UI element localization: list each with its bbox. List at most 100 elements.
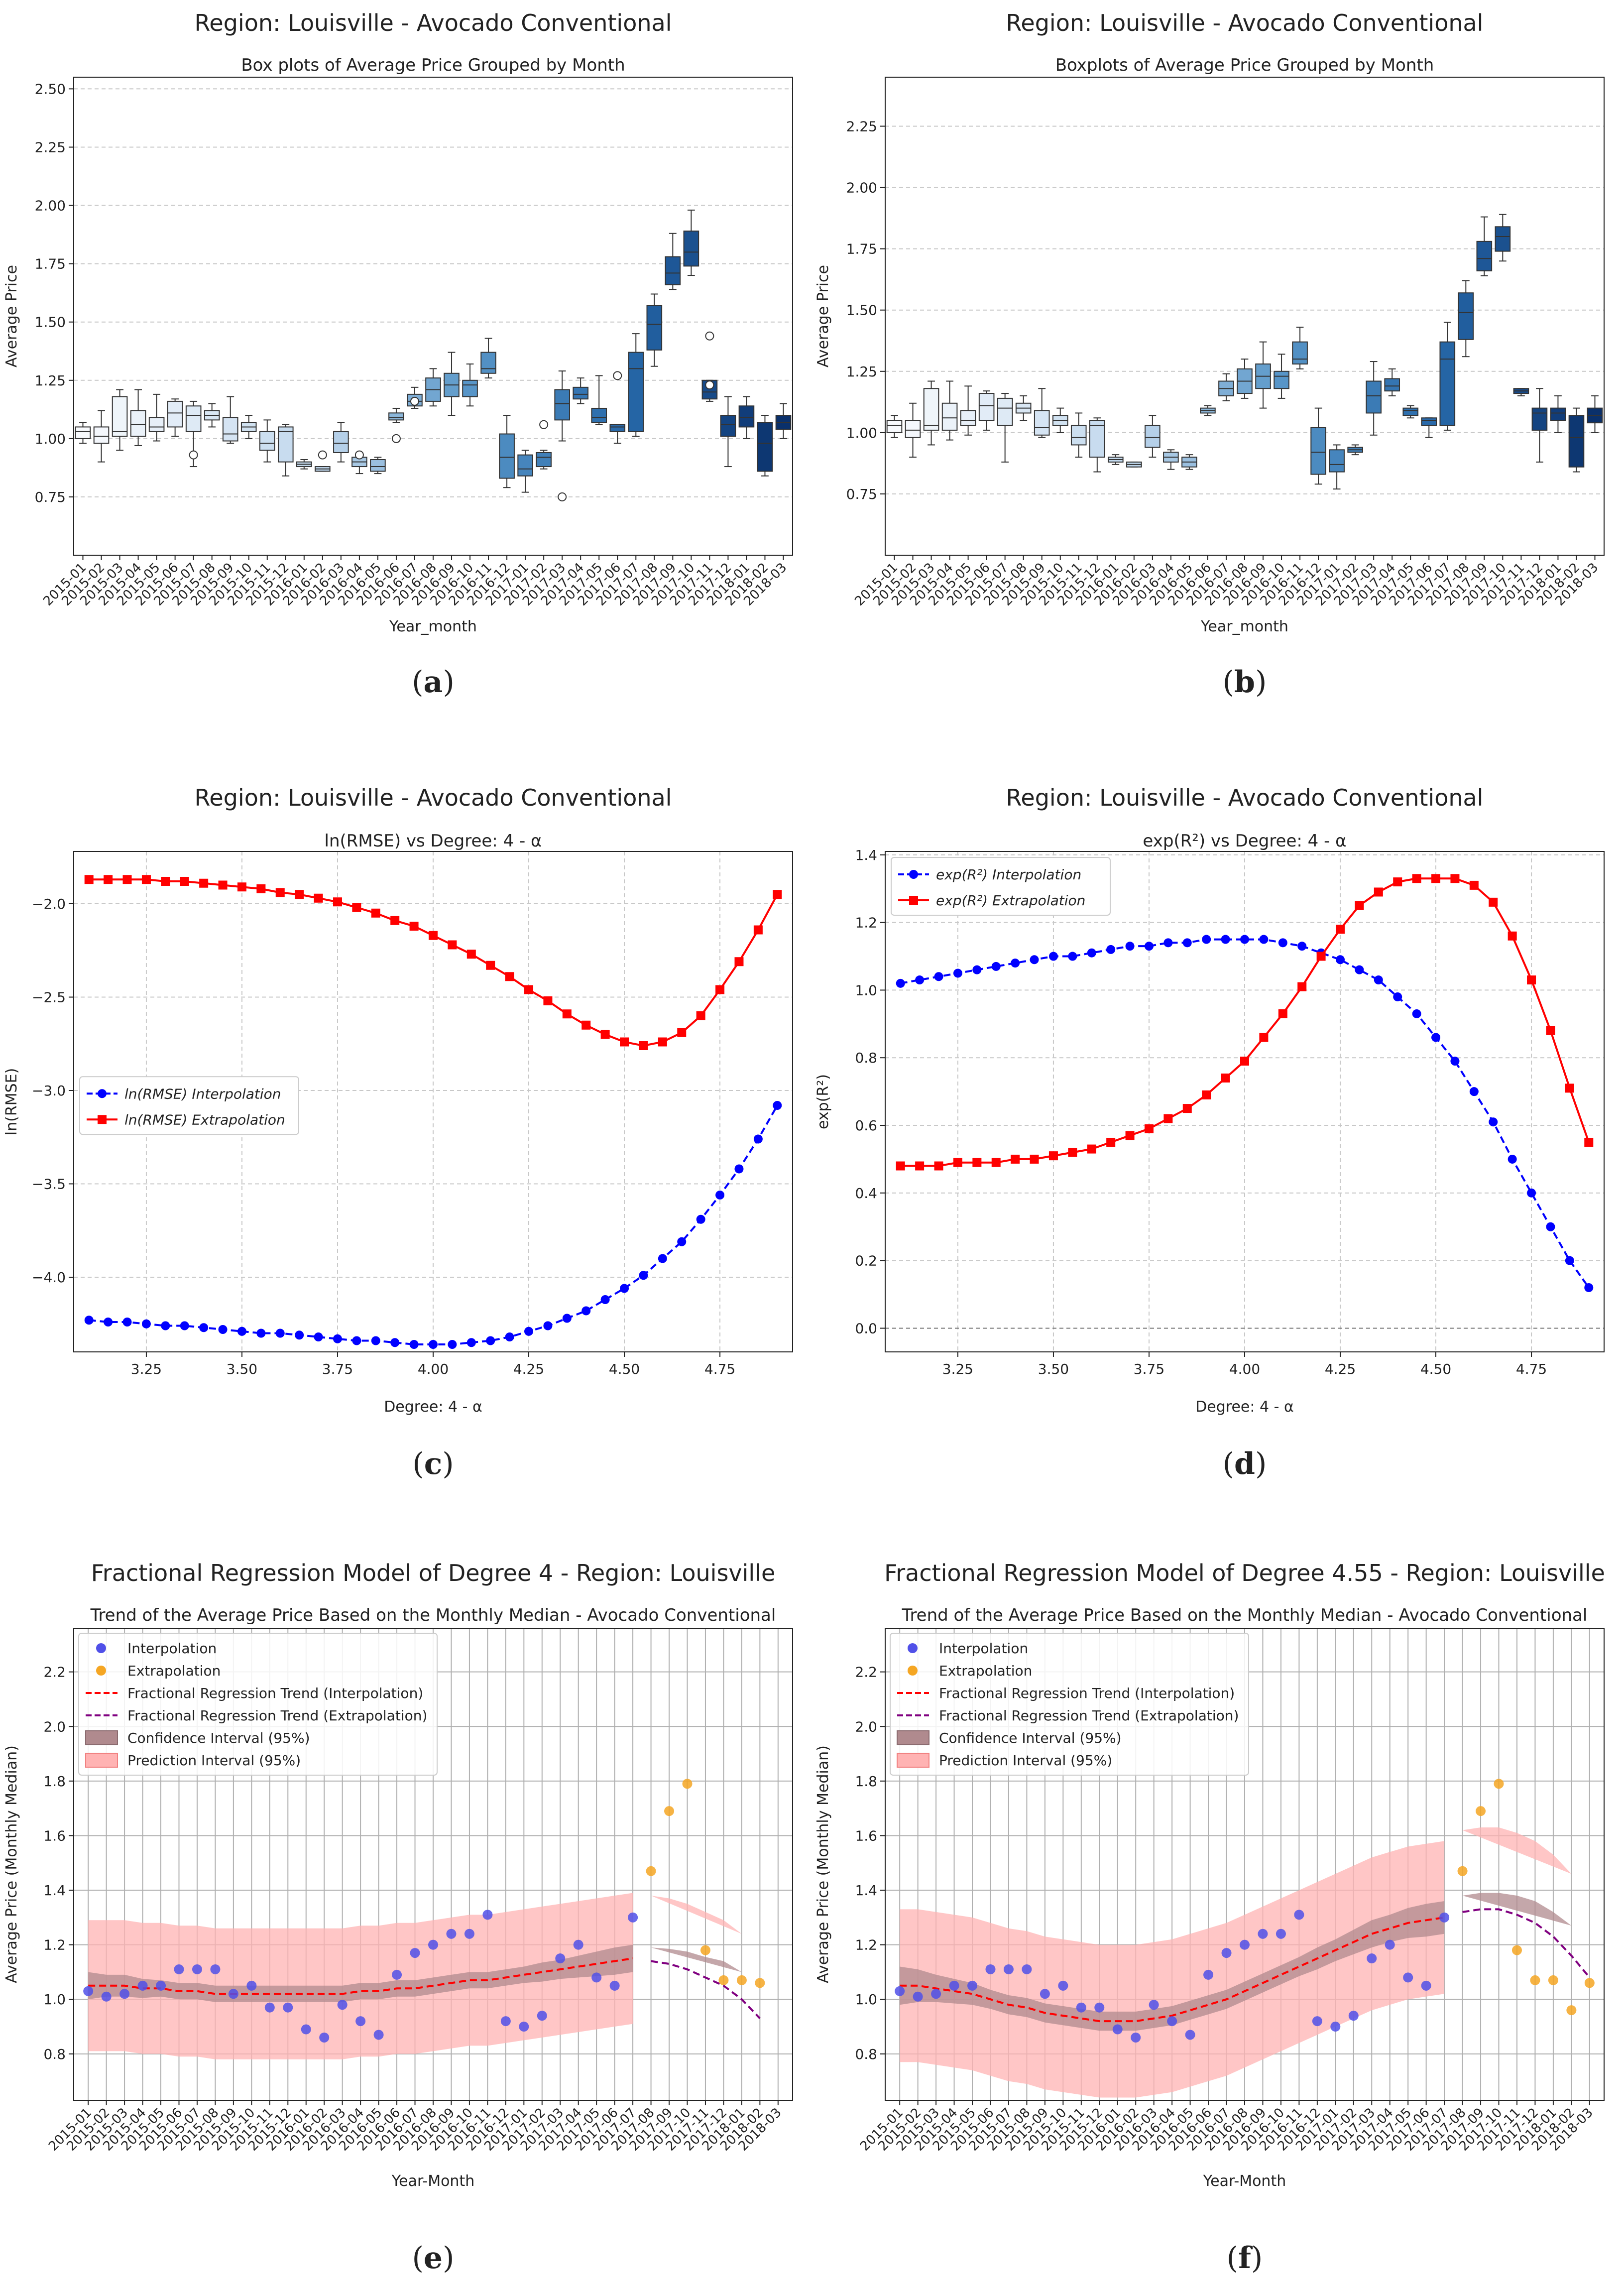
plot-frame: [885, 77, 1605, 556]
interp-point: [1022, 1964, 1032, 1974]
box-iqr: [923, 388, 939, 431]
series-point: [753, 925, 763, 935]
legend-label: Fractional Regression Trend (Extrapolati…: [127, 1707, 427, 1724]
outlier-point: [539, 420, 549, 429]
interp-point: [1403, 1972, 1413, 1983]
interp-point: [1439, 1912, 1450, 1923]
legend-box: [79, 1076, 299, 1135]
box-2015-11: [1070, 412, 1087, 458]
series-point: [371, 1336, 380, 1345]
box-2016-02: [1126, 461, 1142, 468]
legend-label: exp(R²) Interpolation: [936, 866, 1081, 883]
interp-point: [537, 2011, 547, 2021]
extrap-point: [646, 1866, 656, 1876]
interp-point: [1076, 2002, 1086, 2013]
series-point: [199, 878, 209, 888]
box-2015-07: [997, 393, 1013, 463]
box-2016-03: [1145, 415, 1160, 458]
box-2017-05: [591, 375, 607, 425]
box-2015-10: [1052, 407, 1068, 433]
box-2016-11: [480, 338, 496, 379]
series-point: [218, 880, 228, 890]
box-iqr: [93, 426, 110, 444]
series-point: [180, 877, 189, 886]
box-2016-09: [1255, 341, 1271, 409]
series-point: [314, 893, 323, 903]
series-point: [161, 877, 170, 886]
box-iqr: [683, 231, 699, 267]
series-point: [773, 1101, 782, 1110]
series-point: [1336, 925, 1345, 934]
y-tick-label: 1.75: [846, 241, 877, 257]
box-iqr: [148, 417, 165, 432]
series-point: [581, 1306, 591, 1316]
interp-point: [192, 1964, 202, 1974]
confidence-interval-extrap: [651, 1947, 742, 1972]
interp-point: [392, 1969, 402, 1980]
box-iqr: [1458, 292, 1474, 340]
box-2015-06: [167, 398, 183, 437]
series-point: [543, 996, 553, 1005]
interp-point: [1258, 1929, 1268, 1939]
y-tick-label: 2.25: [846, 118, 877, 134]
box-2016-01: [1108, 454, 1124, 465]
x-tick-label: 4.25: [513, 1361, 544, 1377]
box-2015-02: [905, 402, 921, 458]
series-point: [1182, 938, 1192, 948]
series-point: [122, 1318, 132, 1326]
chart-subtitle: Trend of the Average Price Based on the …: [90, 1605, 776, 1625]
series-point: [1011, 1154, 1020, 1164]
box-iqr: [1310, 427, 1326, 475]
series-point: [1221, 1073, 1230, 1083]
series-point: [1508, 931, 1517, 941]
series-point: [1068, 952, 1077, 961]
y-axis-label: Average Price (Monthly Median): [814, 1745, 832, 1983]
interp-point: [464, 1929, 474, 1939]
series-point: [1163, 1114, 1173, 1123]
box-2016-08: [425, 368, 441, 407]
y-tick-label: 2.2: [43, 1664, 66, 1681]
outlier-point: [318, 450, 327, 460]
series-point: [1048, 1151, 1058, 1161]
box-2018-02: [757, 415, 773, 477]
box-2015-08: [204, 403, 220, 428]
box-2015-08: [1015, 395, 1032, 421]
series-point: [715, 1191, 725, 1200]
interp-point: [1185, 2030, 1195, 2040]
interp-point: [1149, 2000, 1159, 2010]
interp-point: [246, 1980, 257, 1991]
x-axis-label: Degree: 4 - α: [1195, 1398, 1294, 1416]
interp-point: [1240, 1939, 1250, 1950]
chart-subtitle: exp(R²) vs Degree: 4 - α: [1143, 831, 1346, 851]
interp-point: [174, 1964, 184, 1974]
box-iqr: [1476, 241, 1493, 271]
series-point: [1546, 1026, 1555, 1035]
series-point: [1355, 965, 1364, 974]
box-iqr: [1531, 407, 1548, 431]
series-point: [237, 1326, 246, 1336]
series-point: [1278, 938, 1287, 948]
box-iqr: [1089, 420, 1105, 458]
series-point: [1336, 955, 1345, 965]
y-tick-label: 0.75: [35, 489, 66, 505]
x-tick-label: 4.00: [1229, 1361, 1260, 1377]
chart-subtitle: ln(RMSE) vs Degree: 4 - α: [325, 831, 542, 851]
x-tick-label: 4.50: [609, 1361, 640, 1377]
box-2017-08: [1458, 280, 1474, 358]
panel-caption-letter: e: [424, 2241, 443, 2276]
outlier-point: [705, 331, 714, 341]
x-tick-label: 3.25: [131, 1361, 162, 1377]
extrap-point: [1566, 2005, 1577, 2016]
interp-point: [1003, 1964, 1014, 1974]
series-point: [972, 965, 982, 974]
box-2016-01: [296, 459, 312, 470]
legend-marker: [909, 870, 918, 879]
series-point: [1297, 982, 1307, 991]
box-iqr: [1402, 407, 1419, 416]
box-2018-02: [1568, 407, 1585, 473]
x-tick-label: 3.75: [322, 1361, 353, 1377]
extrap-point: [1457, 1866, 1468, 1876]
series-point: [256, 884, 266, 893]
series-point: [658, 1254, 667, 1263]
interp-point: [228, 1989, 238, 1999]
